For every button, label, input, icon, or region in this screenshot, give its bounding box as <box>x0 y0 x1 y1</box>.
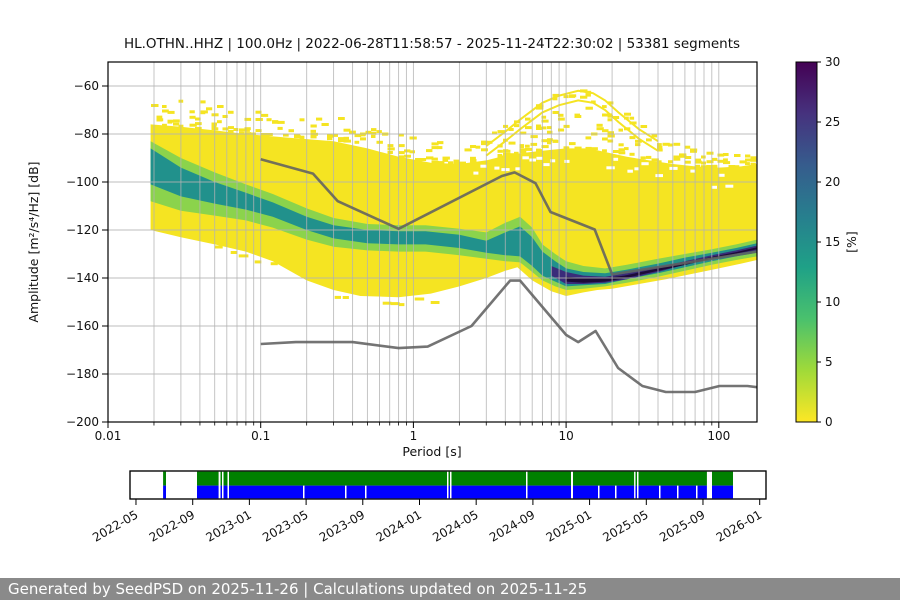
timeline-coverage-blue <box>712 485 733 499</box>
x-axis-label: Period [s] <box>402 444 461 459</box>
heatmap-layer <box>150 89 757 307</box>
timeline-coverage-green <box>220 471 222 486</box>
timeline-coverage-green <box>573 471 635 486</box>
timeline-coverage-green <box>197 471 219 486</box>
timeline-gap <box>659 485 661 499</box>
timeline-gap <box>677 485 679 499</box>
speckle-arc <box>485 99 659 157</box>
timeline-coverage-green <box>527 471 571 486</box>
timeline-coverage-blue <box>635 485 637 499</box>
timeline-coverage-blue <box>223 485 228 499</box>
speckle-arc <box>485 89 659 147</box>
timeline-coverage-blue <box>448 485 450 499</box>
colorbar-tick-label: 20 <box>825 175 840 189</box>
timeline-axis: 2022-05 2022-09 2023-01 2023-05 2023-09 2024-… <box>90 470 767 545</box>
timeline-coverage-green <box>223 471 228 486</box>
y-axis-label: Amplitude [m²/s⁴/Hz] [dB] <box>26 161 41 322</box>
axes-layer: 0.01 0.1 1 10 100 −60 −80 −100 −120 −140 −160 −180 −… <box>66 61 758 443</box>
timeline-coverage-green <box>448 471 450 486</box>
x-tick-label: 0.01 <box>95 429 122 443</box>
timeline-tick-label: 2024-05 <box>430 507 480 544</box>
timeline-tick-label: 2025-09 <box>657 507 707 544</box>
timeline-coverage-blue <box>229 485 447 499</box>
plot-border <box>107 61 758 423</box>
timeline-gap <box>365 485 367 499</box>
timeline-tick-label: 2025-05 <box>600 507 650 544</box>
timeline-coverage-green <box>163 471 166 486</box>
timeline-gap <box>615 485 617 499</box>
timeline-coverage-blue <box>220 485 222 499</box>
noise-model-layer <box>260 157 757 394</box>
timeline-coverage-green <box>451 471 526 486</box>
low-noise-model-line <box>260 279 757 394</box>
colorbar-unit-label: [%] <box>844 231 859 253</box>
y-tick-label: −120 <box>66 223 99 237</box>
colorbar-bar <box>795 61 818 423</box>
heatmap-band-core <box>566 247 757 283</box>
timeline-coverage-blue <box>197 485 219 499</box>
colorbar-tick-label: 30 <box>825 55 840 69</box>
timeline-coverage-blue <box>638 485 707 499</box>
x-tick-label: 100 <box>707 429 730 443</box>
x-tick-label: 10 <box>558 429 573 443</box>
timeline-coverage-blue <box>573 485 635 499</box>
timeline-coverage-blue <box>451 485 526 499</box>
timeline-coverage-blue <box>163 485 166 499</box>
timeline-coverage-green <box>638 471 707 486</box>
x-tick-label: 1 <box>410 429 418 443</box>
timeline-tick-label: 2023-05 <box>260 507 310 544</box>
timeline-coverage-blue <box>527 485 571 499</box>
ppsd-plot-svg: 0.01 0.1 1 10 100−60−80−100−120−140−160−180−… <box>26 55 859 545</box>
y-tick-label: −80 <box>74 127 99 141</box>
y-tick-label: −180 <box>66 367 99 381</box>
y-tick-label: −100 <box>66 175 99 189</box>
y-tick-label: −60 <box>74 79 99 93</box>
timeline-tick-label: 2022-09 <box>147 507 197 544</box>
timeline-gap <box>696 485 698 499</box>
timeline-gap <box>598 485 600 499</box>
timeline-coverage-green <box>229 471 447 486</box>
timeline-coverage-green <box>635 471 637 486</box>
timeline-tick-label: 2025-01 <box>544 507 594 544</box>
grid-layer <box>108 62 757 422</box>
colorbar-tick-label: 0 <box>825 415 833 429</box>
timeline-coverage-green <box>712 471 733 486</box>
high-noise-model-line <box>260 157 757 276</box>
colorbar-tick-label: 5 <box>825 355 833 369</box>
y-tick-label: −160 <box>66 319 99 333</box>
timeline-gap <box>303 485 305 499</box>
timeline-tick-label: 2026-01 <box>714 507 764 544</box>
y-tick-label: −140 <box>66 271 99 285</box>
x-tick-label: 0.1 <box>251 429 270 443</box>
timeline-tick-label: 2022-05 <box>90 507 140 544</box>
colorbar-tick-label: 25 <box>825 115 840 129</box>
colorbar-tick-label: 10 <box>825 295 840 309</box>
timeline-tick-label: 2023-01 <box>203 507 253 544</box>
colorbar: 0 5 10 15 20 25 30 <box>795 55 840 429</box>
timeline-tick-label: 2023-09 <box>317 507 367 544</box>
plot-title: HL.OTHN..HHZ | 100.0Hz | 2022-06-28T11:5… <box>123 36 741 52</box>
timeline-tick-label: 2024-01 <box>374 507 424 544</box>
timeline-gap <box>345 485 347 499</box>
colorbar-tick-label: 15 <box>825 235 840 249</box>
timeline-tick-label: 2024-09 <box>487 507 537 544</box>
footer-bar: Generated by SeedPSD on 2025-11-26 | Cal… <box>0 578 900 600</box>
y-tick-label: −200 <box>66 415 99 429</box>
footer-text: Generated by SeedPSD on 2025-11-26 | Cal… <box>8 580 588 598</box>
